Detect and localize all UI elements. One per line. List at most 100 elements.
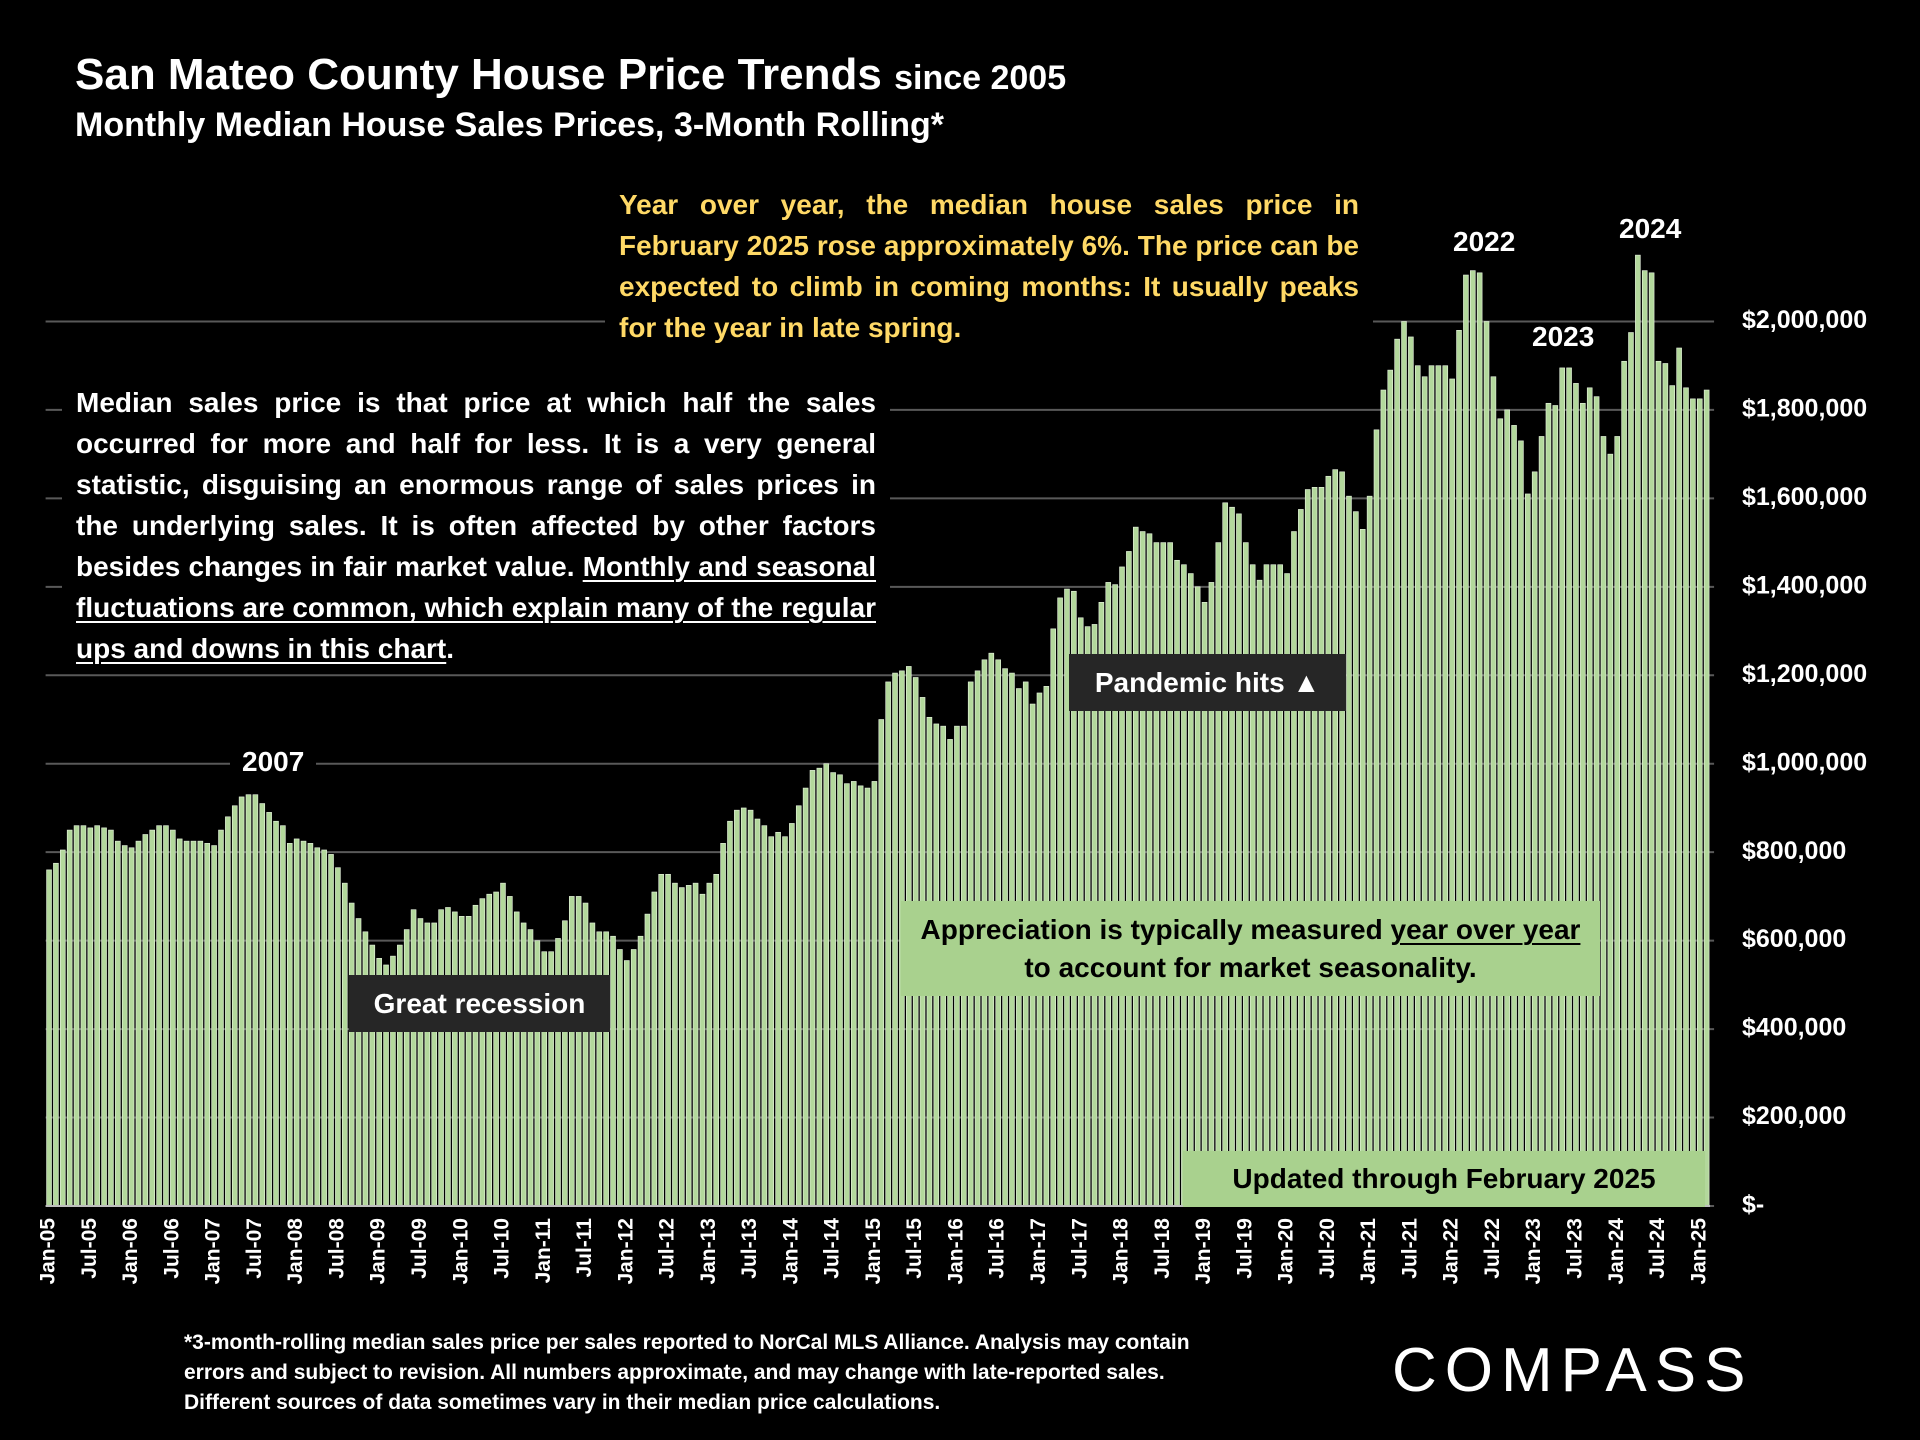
y-tick-label: $1,000,000 — [1742, 748, 1867, 776]
bar — [1215, 542, 1222, 1207]
bar — [211, 845, 217, 1207]
year-label: 2023 — [1532, 321, 1595, 352]
bar — [775, 831, 781, 1207]
x-tick-label: Jul-13 — [738, 1218, 761, 1279]
x-tick-label: Jan-16 — [944, 1218, 967, 1285]
x-tick-label: Jan-09 — [367, 1218, 390, 1285]
bar — [293, 838, 300, 1207]
bar — [699, 893, 706, 1207]
bar — [782, 836, 788, 1207]
footnote: *3-month-rolling median sales price per … — [184, 1331, 1190, 1414]
bar — [452, 911, 458, 1207]
bar — [864, 787, 871, 1207]
bar — [266, 812, 272, 1207]
bar — [1662, 363, 1669, 1207]
appreciation-underlined: year over year — [1390, 914, 1581, 945]
bar — [747, 809, 754, 1207]
bar — [328, 854, 334, 1207]
x-tick-label: Jul-12 — [656, 1218, 679, 1279]
y-tick-label: $800,000 — [1742, 837, 1846, 865]
bar — [1463, 274, 1469, 1207]
bar — [259, 803, 266, 1207]
y-tick-label: $400,000 — [1742, 1014, 1846, 1042]
bar — [1635, 254, 1641, 1207]
bar — [1641, 270, 1648, 1207]
y-tick-label: $200,000 — [1742, 1102, 1846, 1130]
bar — [1648, 272, 1655, 1207]
x-tick-label: Jan-21 — [1357, 1218, 1380, 1285]
bar — [458, 916, 465, 1207]
bar — [1497, 418, 1504, 1207]
median-text: Median sales price is that price at whic… — [76, 387, 876, 582]
bar — [465, 916, 472, 1207]
bar — [280, 825, 286, 1207]
bar — [1126, 551, 1132, 1207]
bar — [844, 783, 850, 1207]
bar — [706, 882, 713, 1207]
bar — [1435, 365, 1442, 1207]
bar — [740, 807, 747, 1207]
x-tick-label: Jan-15 — [862, 1218, 885, 1285]
bar — [1414, 365, 1421, 1207]
bar — [1683, 387, 1689, 1207]
bar — [1222, 502, 1228, 1207]
x-tick-label: Jan-12 — [614, 1218, 637, 1285]
bar — [335, 867, 341, 1207]
bar — [672, 882, 678, 1207]
y-tick-label: $1,200,000 — [1742, 660, 1867, 688]
bar — [789, 823, 795, 1207]
bar — [362, 931, 369, 1207]
bar — [94, 825, 100, 1207]
bar — [624, 960, 630, 1207]
bar — [679, 887, 685, 1207]
pandemic-label: Pandemic hits ▲ — [1069, 654, 1346, 711]
bar — [809, 770, 816, 1207]
bar — [1298, 509, 1304, 1207]
bar — [424, 922, 431, 1207]
bar — [300, 840, 307, 1207]
x-tick-label: Jan-06 — [119, 1218, 142, 1285]
bar — [1236, 513, 1242, 1207]
bar — [816, 767, 823, 1207]
median-note: Median sales price is that price at whic… — [62, 378, 890, 673]
bar — [575, 896, 582, 1207]
recession-label: Great recession — [349, 975, 610, 1032]
bar — [115, 840, 121, 1207]
bar — [128, 847, 135, 1207]
bar — [197, 840, 204, 1207]
bar — [1628, 332, 1634, 1207]
bar — [472, 904, 479, 1207]
bar — [1346, 495, 1352, 1207]
bar — [507, 896, 513, 1207]
y-tick-label: $600,000 — [1742, 925, 1846, 953]
bar — [1394, 338, 1400, 1207]
bar — [1408, 336, 1414, 1207]
bar — [142, 834, 149, 1207]
bar — [1325, 475, 1332, 1207]
bar — [403, 929, 410, 1207]
bar — [218, 829, 224, 1207]
bar — [204, 843, 211, 1207]
chart-title: San Mateo County House Price Trends — [75, 50, 882, 99]
x-tick-label: Jul-21 — [1398, 1218, 1421, 1279]
bar — [1291, 531, 1297, 1207]
x-tick-label: Jan-08 — [284, 1218, 307, 1285]
bar — [190, 840, 197, 1207]
bar — [734, 809, 740, 1207]
bar — [1586, 387, 1593, 1207]
x-tick-label: Jan-13 — [697, 1218, 720, 1285]
bar — [1476, 272, 1483, 1207]
bar — [486, 893, 493, 1207]
bar — [479, 898, 486, 1207]
bar — [837, 774, 843, 1207]
y-tick-label: $1,400,000 — [1742, 571, 1867, 599]
appreciation-note: Appreciation is typically measured year … — [901, 901, 1600, 996]
bar — [53, 862, 59, 1207]
y-tick-label: $1,600,000 — [1742, 483, 1867, 511]
bar — [1566, 367, 1572, 1207]
bar — [1607, 453, 1614, 1207]
bar — [1518, 440, 1524, 1207]
bar — [1421, 376, 1428, 1207]
yoy-note: Year over year, the median house sales p… — [605, 180, 1373, 352]
